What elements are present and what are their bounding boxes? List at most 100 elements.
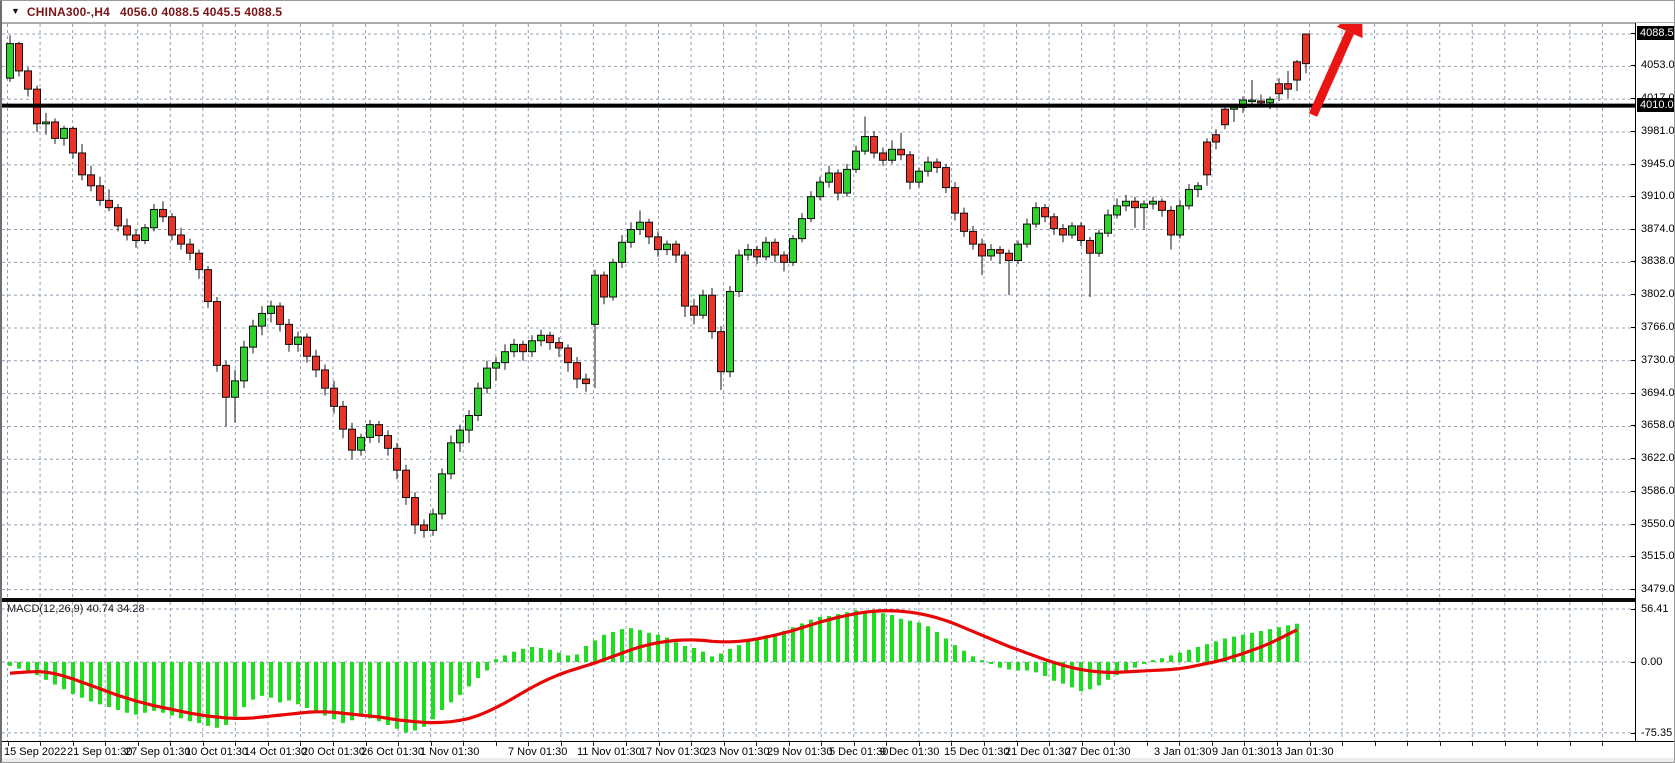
price-axis-tick [1631, 228, 1636, 230]
candle [1095, 232, 1103, 254]
macd-histogram-bar [530, 646, 534, 662]
price-axis-tick [1631, 458, 1636, 460]
time-axis-tick [593, 742, 595, 746]
time-axis-tick [1342, 742, 1344, 746]
macd-histogram-bar [1142, 662, 1146, 664]
macd-histogram-bar [926, 626, 930, 662]
macd-histogram-bar [935, 631, 939, 662]
macd-histogram-bar [1025, 662, 1029, 671]
time-axis-tick [1374, 742, 1376, 746]
macd-histogram-bar [422, 662, 426, 727]
macd-histogram-bar [170, 662, 174, 716]
price-chart-canvas[interactable] [2, 23, 1635, 599]
price-axis-label: 3658.0 [1641, 419, 1675, 432]
macd-histogram-bar [1133, 662, 1137, 668]
candle [888, 148, 896, 161]
candle [987, 249, 995, 257]
price-axis-label: 3550.0 [1641, 517, 1675, 530]
time-axis-label: 1 Nov 01:30 [420, 746, 480, 758]
time-axis-tick [105, 742, 107, 746]
candle [762, 241, 770, 258]
time-axis-label: 21 Sep 01:30 [67, 746, 133, 758]
macd-histogram-bar [1241, 634, 1245, 662]
candle [546, 334, 554, 344]
candle [1140, 203, 1148, 209]
macd-histogram-bar [1187, 649, 1191, 662]
candle [420, 524, 428, 531]
macd-histogram-bar [710, 656, 714, 662]
candle [348, 428, 356, 451]
macd-histogram-bar [107, 662, 111, 708]
candle [393, 447, 401, 471]
macd-histogram-bar [1016, 662, 1020, 671]
candle [1005, 252, 1013, 262]
trend-arrow-head[interactable] [1337, 23, 1363, 39]
time-axis[interactable]: 15 Sep 2022 21 Sep 01:30 27 Sep 01:30 10 Oc… [2, 741, 1674, 762]
panel-divider[interactable] [2, 598, 1635, 602]
macd-histogram-bar [1079, 662, 1083, 692]
macd-histogram-bar [611, 631, 615, 662]
macd-signal-line [9, 609, 1298, 725]
candle [186, 243, 194, 254]
macd-histogram-bar [125, 662, 129, 713]
macd-histogram-bar [557, 652, 561, 662]
candle [573, 362, 581, 380]
candle [816, 181, 824, 198]
macd-histogram-bar [575, 654, 579, 662]
price-axis-tick [1631, 163, 1636, 165]
candle [915, 170, 923, 183]
macd-axis-tick [1631, 662, 1636, 663]
candle [249, 325, 257, 348]
macd-histogram-bar [260, 662, 264, 696]
macd-histogram-bar [746, 641, 750, 662]
time-axis-label: 21 Dec 01:30 [1005, 746, 1071, 758]
time-axis-tick [691, 742, 693, 746]
quote-ohlc-text: 4056.0 4088.5 4045.5 4088.5 [120, 4, 283, 19]
macd-histogram-bar [1196, 646, 1200, 662]
candle [906, 154, 914, 183]
macd-axis-tick [1631, 732, 1636, 734]
price-axis-tick [1631, 555, 1636, 557]
candle [690, 305, 698, 316]
candle [807, 196, 815, 220]
candle [555, 342, 563, 349]
time-axis-label: 3 Jan 01:30 [1154, 746, 1212, 758]
time-axis-label: 23 Nov 01:30 [704, 746, 770, 758]
candle [852, 150, 860, 170]
trend-arrow[interactable] [1308, 30, 1354, 117]
macd-histogram-bar [17, 662, 21, 669]
macd-histogram-bar [1034, 662, 1038, 673]
candle [474, 387, 482, 417]
macd-histogram-bar [449, 662, 453, 703]
candle [375, 424, 383, 437]
price-axis[interactable]: 4088.54053.04017.04010.03981.03945.03910… [1631, 23, 1675, 741]
macd-histogram-bar [26, 662, 30, 672]
candle [1158, 200, 1166, 211]
time-axis-tick [1244, 742, 1246, 746]
time-axis-tick [7, 742, 9, 746]
time-axis-tick [528, 742, 530, 746]
macd-histogram-bar [773, 633, 777, 662]
candle [339, 405, 347, 430]
candle [1077, 225, 1085, 241]
time-axis-tick [821, 742, 823, 746]
time-axis-label: 9 Dec 01:30 [880, 746, 940, 758]
macd-histogram-bar [719, 653, 723, 662]
macd-chart-canvas[interactable] [2, 602, 1635, 741]
candle [1275, 83, 1283, 95]
candle [1149, 200, 1157, 205]
price-axis-tick [1631, 65, 1636, 67]
macd-histogram-bar [224, 662, 228, 725]
candle [1194, 185, 1202, 190]
candle [537, 334, 545, 342]
time-axis-label: 20 Oct 01:30 [302, 746, 365, 758]
macd-histogram-bar [98, 662, 102, 705]
macd-histogram-bar [674, 642, 678, 662]
window-bottom-edge [2, 758, 1674, 762]
symbol-dropdown-icon[interactable]: ▼ [11, 6, 20, 16]
chart-header: ▼ CHINA300-,H4 4056.0 4088.5 4045.5 4088… [2, 1, 1674, 23]
candle [681, 254, 689, 307]
time-axis-label: 14 Oct 01:30 [244, 746, 307, 758]
price-axis-label: 3694.0 [1641, 386, 1675, 399]
